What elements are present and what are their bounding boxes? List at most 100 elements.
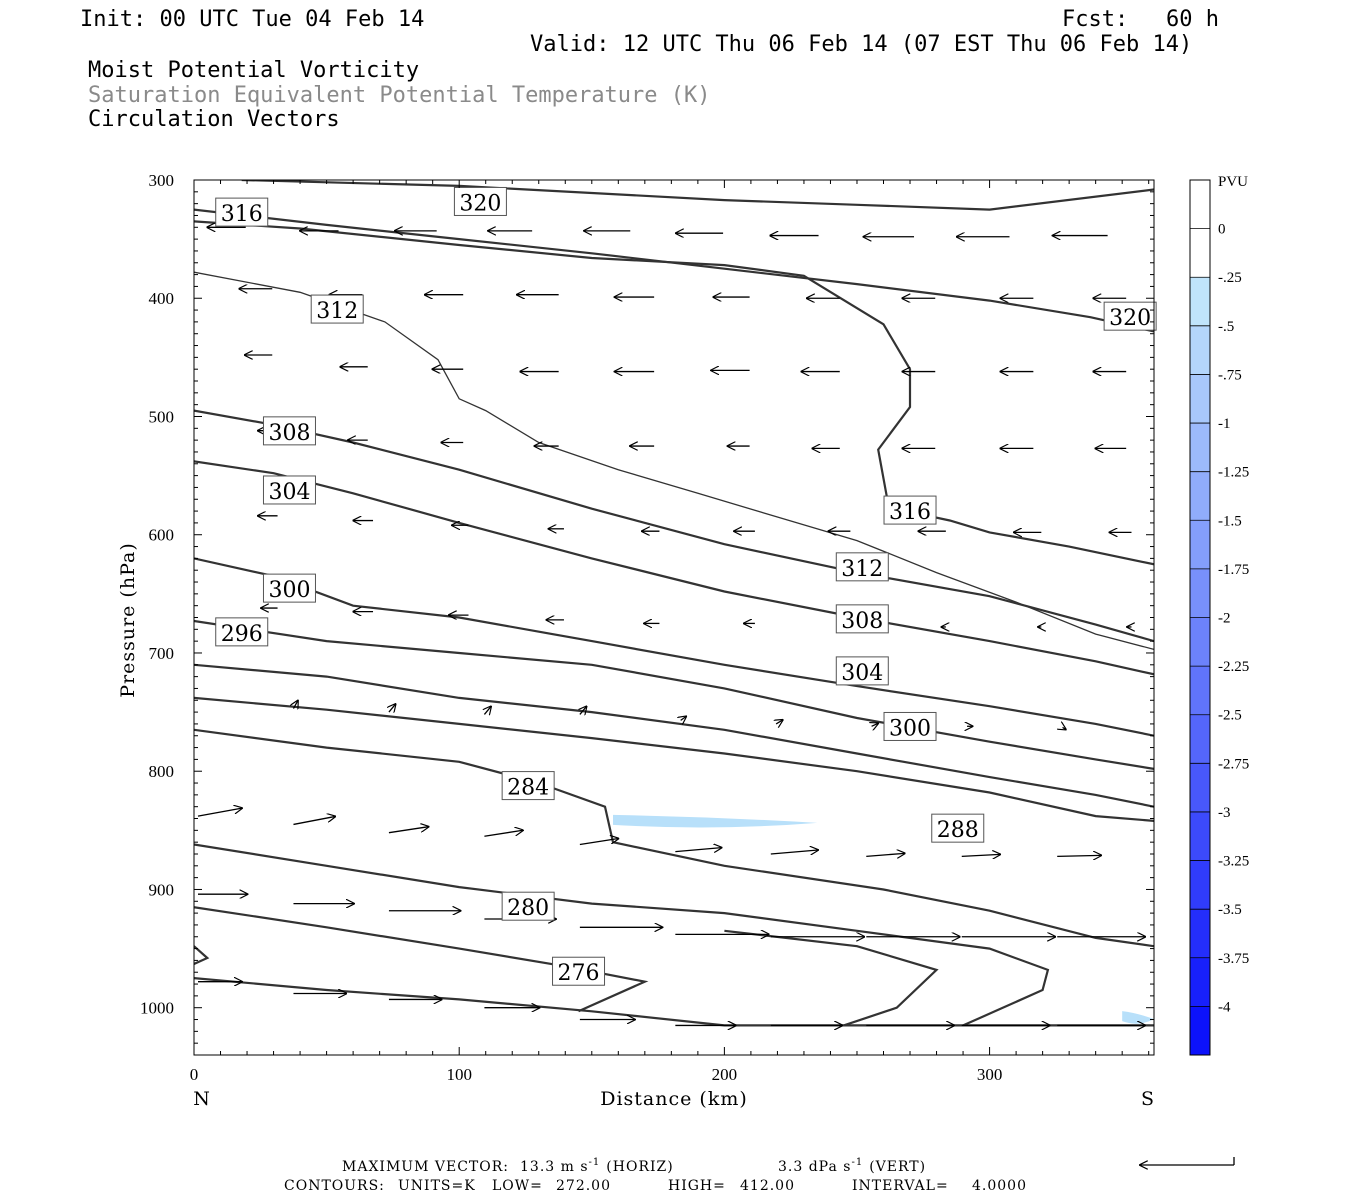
x-tick-label: 0	[190, 1065, 199, 1084]
contour-label-276: 276	[552, 956, 606, 986]
colorbar-swatch	[1190, 277, 1210, 327]
colorbar-swatch	[1190, 1006, 1210, 1056]
contour-low-label: LOW=	[492, 1178, 543, 1194]
contour-label-280: 280	[501, 891, 555, 921]
svg-text:276: 276	[558, 961, 600, 986]
contour-label-304: 304	[262, 475, 316, 505]
colorbar-swatch	[1190, 520, 1210, 570]
contour-label-312: 312	[310, 294, 364, 324]
colorbar-swatch	[1190, 325, 1210, 375]
svg-text:304: 304	[268, 480, 310, 505]
circulation-vector	[484, 830, 522, 837]
contour-label-320: 320	[453, 186, 507, 216]
contour-label-320: 320	[1103, 301, 1157, 331]
circulation-vector	[293, 816, 335, 826]
contour-line-272	[194, 945, 210, 966]
circulation-vector	[872, 723, 879, 726]
y-tick-label: 300	[149, 171, 175, 190]
pv-region	[613, 814, 818, 828]
contour-line-284	[194, 728, 1154, 948]
contour-label-304: 304	[835, 656, 889, 686]
svg-text:280: 280	[507, 896, 549, 921]
y-tick-label: 600	[149, 526, 175, 545]
contour-line-288	[194, 696, 1154, 822]
contour-line-280	[194, 843, 1050, 1027]
circulation-vector	[388, 827, 429, 834]
contours-label: CONTOURS:	[284, 1178, 385, 1194]
svg-text:320: 320	[459, 191, 501, 216]
colorbar-unit: PVU	[1218, 174, 1248, 190]
contour-label-308: 308	[262, 416, 316, 446]
circulation-vector	[484, 706, 491, 714]
contour-line-320	[194, 208, 1154, 333]
south-endpoint: S	[1141, 1088, 1155, 1110]
contour-line-308	[194, 409, 1154, 643]
colorbar-swatch	[1190, 714, 1210, 764]
circulation-vector	[681, 716, 687, 720]
x-axis-label: Distance (km)	[600, 1088, 748, 1110]
circulation-vector	[580, 706, 587, 714]
contour-label-316: 316	[215, 197, 269, 227]
circulation-vector	[1063, 727, 1066, 729]
svg-text:288: 288	[937, 818, 979, 843]
colorbar-tick-label: -.75	[1218, 367, 1242, 383]
colorbar-tick-label: -3.25	[1218, 854, 1249, 870]
field-title-vectors: Circulation Vectors	[88, 107, 340, 132]
contour-line-276	[194, 906, 649, 1013]
circulation-vector	[675, 848, 721, 852]
contour-line-276	[724, 929, 939, 1027]
y-tick-label: 1000	[140, 999, 174, 1018]
contour-label-284: 284	[501, 771, 555, 801]
colorbar-swatch	[1190, 180, 1210, 230]
svg-text:300: 300	[268, 578, 310, 603]
svg-text:296: 296	[221, 622, 263, 647]
colorbar-tick-label: -2.25	[1218, 659, 1249, 675]
circulation-vector	[1057, 855, 1101, 856]
colorbar-tick-label: -3	[1218, 805, 1231, 821]
y-tick-label: 400	[149, 289, 175, 308]
svg-text:300: 300	[889, 716, 931, 741]
colorbar-swatch	[1190, 374, 1210, 424]
circulation-vector	[579, 839, 619, 846]
svg-text:312: 312	[316, 299, 358, 324]
contour-high-label: HIGH=	[668, 1178, 726, 1194]
colorbar-tick-label: -2.75	[1218, 756, 1249, 772]
y-tick-label: 700	[149, 644, 175, 663]
circulation-vector	[389, 704, 396, 712]
colorbar-swatch	[1190, 763, 1210, 813]
contour-label-300: 300	[262, 573, 316, 603]
init-time: Init: 00 UTC Tue 04 Feb 14	[80, 7, 424, 32]
contour-units: UNITS=K	[398, 1178, 476, 1194]
contour-low-value: 272.00	[556, 1178, 611, 1194]
svg-text:284: 284	[507, 776, 549, 801]
circulation-vector	[293, 701, 297, 709]
x-tick-label: 300	[977, 1065, 1003, 1084]
contour-line-316	[194, 220, 1154, 566]
colorbar-tick-label: -2.5	[1218, 708, 1242, 724]
x-tick-label: 200	[712, 1065, 738, 1084]
colorbar-tick-label: -1.25	[1218, 465, 1249, 481]
circulation-vector	[197, 808, 242, 817]
colorbar-tick-label: -.25	[1218, 270, 1242, 286]
max-horiz-value: 13.3 m s-1 (HORIZ)	[520, 1157, 674, 1175]
contour-label-308: 308	[835, 604, 889, 634]
y-tick-label: 900	[149, 880, 175, 899]
colorbar-swatch	[1190, 228, 1210, 278]
forecast-label: Fcst:	[1062, 7, 1128, 32]
colorbar-tick-label: -3.5	[1218, 902, 1242, 918]
valid-time: Valid: 12 UTC Thu 06 Feb 14 (07 EST Thu …	[530, 32, 1192, 57]
svg-text:320: 320	[1109, 306, 1151, 331]
contour-label-300: 300	[883, 711, 937, 741]
svg-text:308: 308	[268, 421, 310, 446]
contour-line-312	[194, 271, 1154, 651]
svg-text:316: 316	[889, 500, 931, 525]
colorbar-swatch	[1190, 423, 1210, 473]
svg-text:308: 308	[841, 609, 883, 634]
x-tick-label: 100	[446, 1065, 472, 1084]
pv-region	[1122, 1011, 1154, 1024]
svg-text:312: 312	[841, 557, 883, 582]
reference-vector	[1140, 1157, 1235, 1165]
circulation-vector	[866, 853, 905, 856]
colorbar-swatch	[1190, 860, 1210, 910]
